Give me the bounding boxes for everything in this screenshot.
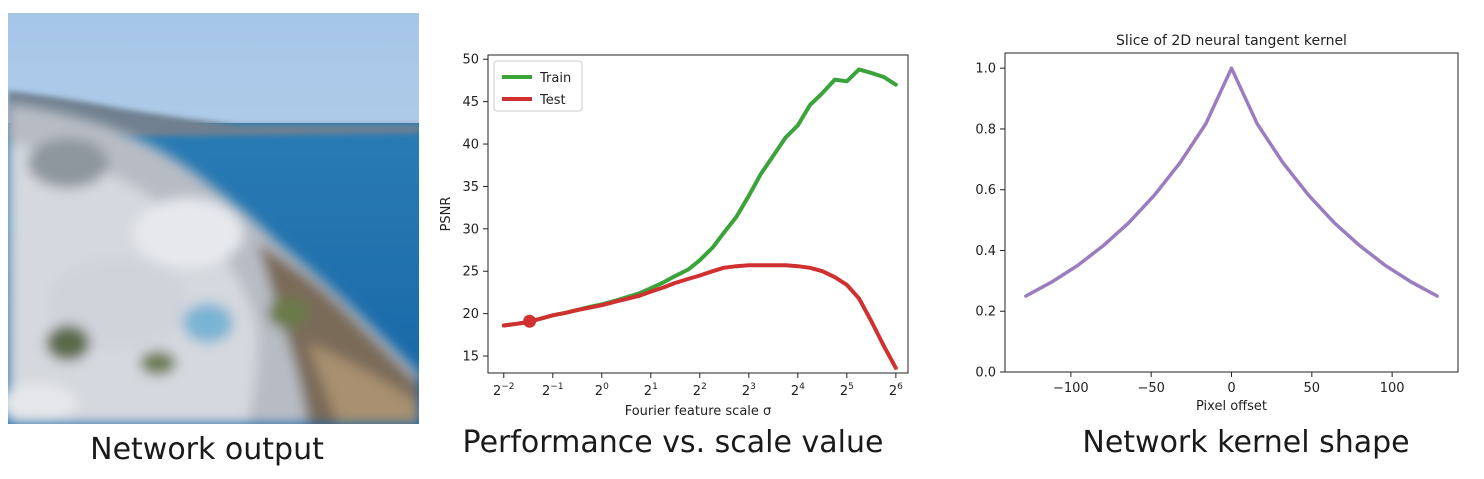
x-ticks: 2−2 2−1 20 21 22 23 24 25 26 [493, 373, 903, 399]
y-tick-label: 50 [462, 53, 479, 68]
y-tick-label: 0.2 [975, 305, 996, 320]
x-tick-label: 50 [1304, 381, 1321, 396]
x-tick-label: −100 [1053, 381, 1089, 396]
plot-frame [1004, 52, 1459, 373]
x-tick-label: 22 [693, 382, 707, 399]
legend-box [493, 60, 583, 112]
x-tick-label: 2−2 [493, 382, 515, 399]
markers [523, 314, 537, 328]
y-tick-label: 1.0 [975, 62, 996, 77]
x-tick-label: 0 [1227, 381, 1235, 396]
x-tick-label: 21 [644, 382, 658, 399]
x-tick-label: 24 [791, 382, 805, 399]
y-tick-label: 15 [462, 350, 479, 365]
legend: Train Test [493, 60, 583, 112]
kernel-chart: Slice of 2D neural tangent kernel −100 −5… [975, 33, 1459, 414]
caption-kernel-shape: Network kernel shape [1082, 425, 1410, 460]
y-tick-label: 0.8 [975, 122, 996, 137]
y-tick-label: 30 [462, 222, 479, 237]
x-ticks: −100 −50 0 50 100 [1053, 372, 1405, 396]
y-ticks: 0.0 0.2 0.4 0.6 0.8 1.0 [975, 62, 1005, 381]
plot-area [487, 54, 909, 374]
legend-label: Test [539, 93, 566, 108]
x-axis-label: Fourier feature scale σ [625, 404, 772, 419]
y-tick-label: 0.6 [975, 183, 996, 198]
y-tick-label: 40 [462, 138, 479, 153]
x-tick-label: −50 [1137, 381, 1164, 396]
plot-area [1004, 52, 1459, 373]
performance-chart: 2−2 2−1 20 21 22 23 24 25 26 15 20 25 30 35 40 45 50 Tr… [439, 53, 909, 419]
y-ticks: 15 20 25 30 35 40 45 50 [462, 53, 488, 365]
y-tick-label: 0.4 [975, 244, 996, 259]
x-tick-label: 23 [742, 382, 756, 399]
x-tick-label: 20 [595, 382, 609, 399]
legend-label: Train [539, 71, 571, 86]
plot-frame [487, 54, 909, 374]
x-tick-label: 100 [1380, 381, 1405, 396]
series-lines [501, 67, 898, 370]
caption-performance: Performance vs. scale value [462, 425, 884, 460]
y-tick-label: 35 [462, 180, 479, 195]
x-tick-label: 25 [840, 382, 854, 399]
distant-headland [8, 91, 419, 138]
y-tick-label: 25 [462, 265, 479, 280]
highlight-point [523, 314, 537, 328]
x-tick-label: 26 [889, 382, 903, 399]
y-axis-label: PSNR [439, 197, 454, 232]
caption-network-output: Network output [90, 432, 324, 467]
y-tick-label: 45 [462, 95, 479, 110]
x-axis-label: Pixel offset [1196, 399, 1267, 414]
x-tick-label: 2−1 [542, 382, 564, 399]
chart-title: Slice of 2D neural tangent kernel [1116, 33, 1347, 49]
series-lines [1024, 66, 1439, 298]
network-output-image [8, 13, 419, 424]
y-tick-label: 0.0 [975, 366, 996, 381]
y-tick-label: 20 [462, 307, 479, 322]
series-line-test [501, 263, 898, 370]
kernel-slice-line [1024, 66, 1439, 298]
